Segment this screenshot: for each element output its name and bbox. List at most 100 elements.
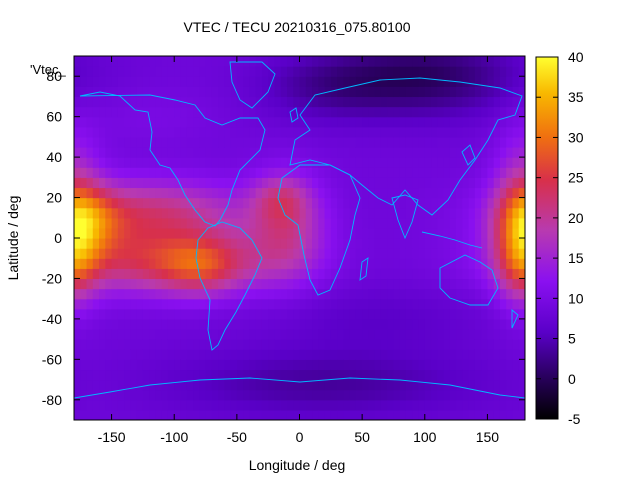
- heat-cell: [293, 136, 301, 148]
- heat-cell: [124, 96, 131, 108]
- heat-cell: [418, 106, 426, 118]
- heat-cell: [456, 167, 463, 178]
- heat-cell: [449, 197, 457, 209]
- heat-cell: [193, 227, 200, 239]
- heat-cell: [92, 369, 100, 381]
- heat-cell: [418, 339, 426, 350]
- heat-cell: [249, 399, 257, 411]
- heat-cell: [274, 126, 282, 138]
- colorbar-tick-label: 40: [568, 49, 584, 65]
- heat-cell: [437, 308, 445, 320]
- heat-cell: [218, 157, 225, 168]
- heat-cell: [462, 136, 470, 148]
- heat-cell: [349, 258, 357, 269]
- heat-cell: [512, 187, 520, 199]
- heat-cell: [418, 86, 426, 98]
- heat-cell: [362, 197, 369, 209]
- heat-cell: [255, 288, 263, 300]
- heat-cell: [111, 126, 119, 138]
- heat-cell: [92, 329, 100, 340]
- heat-cell: [280, 167, 288, 178]
- heat-cell: [374, 227, 382, 239]
- heat-cell: [174, 96, 182, 108]
- heat-cell: [299, 329, 307, 340]
- heat-cell: [186, 217, 194, 229]
- heat-cell: [86, 56, 94, 67]
- heat-cell: [299, 157, 307, 168]
- colorbar-tick-label: 5: [568, 331, 576, 347]
- heat-cell: [330, 409, 338, 420]
- heat-cell: [380, 207, 388, 219]
- heat-cell: [86, 116, 94, 128]
- heat-cell: [86, 248, 94, 259]
- heat-cell: [518, 197, 525, 209]
- heat-cell: [174, 308, 182, 320]
- heat-cell: [518, 308, 525, 320]
- heat-cell: [243, 268, 250, 280]
- heat-cell: [324, 227, 332, 239]
- colorbar-tick-label: 25: [568, 170, 584, 186]
- heat-cell: [412, 349, 420, 360]
- heat-cell: [368, 409, 376, 420]
- heat-cell: [174, 167, 182, 178]
- heat-cell: [474, 116, 482, 128]
- heat-cell: [518, 379, 525, 391]
- heat-cell: [230, 207, 238, 219]
- heat-cell: [199, 187, 207, 199]
- heat-cell: [186, 369, 194, 381]
- heat-cell: [299, 177, 307, 189]
- heat-cell: [211, 389, 219, 401]
- heat-cell: [180, 217, 188, 229]
- heat-cell: [261, 116, 269, 128]
- heat-cell: [462, 177, 470, 189]
- heat-cell: [518, 86, 525, 98]
- heat-cell: [431, 177, 438, 189]
- heat-cell: [167, 136, 175, 148]
- heat-cell: [268, 329, 276, 340]
- heat-cell: [236, 238, 244, 249]
- heat-cell: [261, 76, 269, 87]
- heat-cell: [167, 106, 175, 118]
- heat-cell: [449, 379, 457, 391]
- heat-cell: [105, 207, 113, 219]
- heat-cell: [249, 116, 257, 128]
- heat-cell: [299, 217, 307, 229]
- heat-cell: [387, 268, 395, 280]
- heat-cell: [387, 298, 395, 310]
- heat-cell: [199, 96, 207, 108]
- y-tick-label: 20: [46, 190, 62, 206]
- heat-cell: [418, 116, 426, 128]
- heat-cell: [437, 288, 445, 300]
- heat-cell: [337, 238, 344, 249]
- heat-cell: [174, 147, 182, 158]
- heat-cell: [243, 258, 250, 269]
- heat-cell: [167, 339, 175, 350]
- heat-cell: [249, 369, 257, 381]
- heat-cell: [274, 56, 282, 67]
- heat-cell: [481, 157, 489, 168]
- heat-cell: [167, 86, 175, 98]
- heat-cell: [518, 278, 525, 290]
- heat-cell: [261, 409, 269, 420]
- heat-cell: [180, 177, 188, 189]
- heat-cell: [161, 308, 169, 320]
- heat-cell: [136, 288, 144, 300]
- heat-cell: [224, 217, 232, 229]
- heat-cell: [481, 76, 489, 87]
- heat-cell: [424, 329, 432, 340]
- heat-cell: [199, 126, 207, 138]
- heat-cell: [268, 278, 276, 290]
- heat-cell: [349, 278, 357, 290]
- heat-cell: [230, 177, 238, 189]
- heat-cell: [199, 66, 207, 77]
- heat-cell: [330, 116, 338, 128]
- heat-cell: [456, 349, 463, 360]
- heat-cell: [349, 157, 357, 168]
- heat-cell: [312, 86, 319, 98]
- heat-cell: [74, 66, 81, 77]
- heat-cell: [105, 96, 113, 108]
- heat-cell: [493, 329, 501, 340]
- heat-cell: [412, 248, 420, 259]
- heat-cell: [230, 329, 238, 340]
- heat-cell: [249, 268, 257, 280]
